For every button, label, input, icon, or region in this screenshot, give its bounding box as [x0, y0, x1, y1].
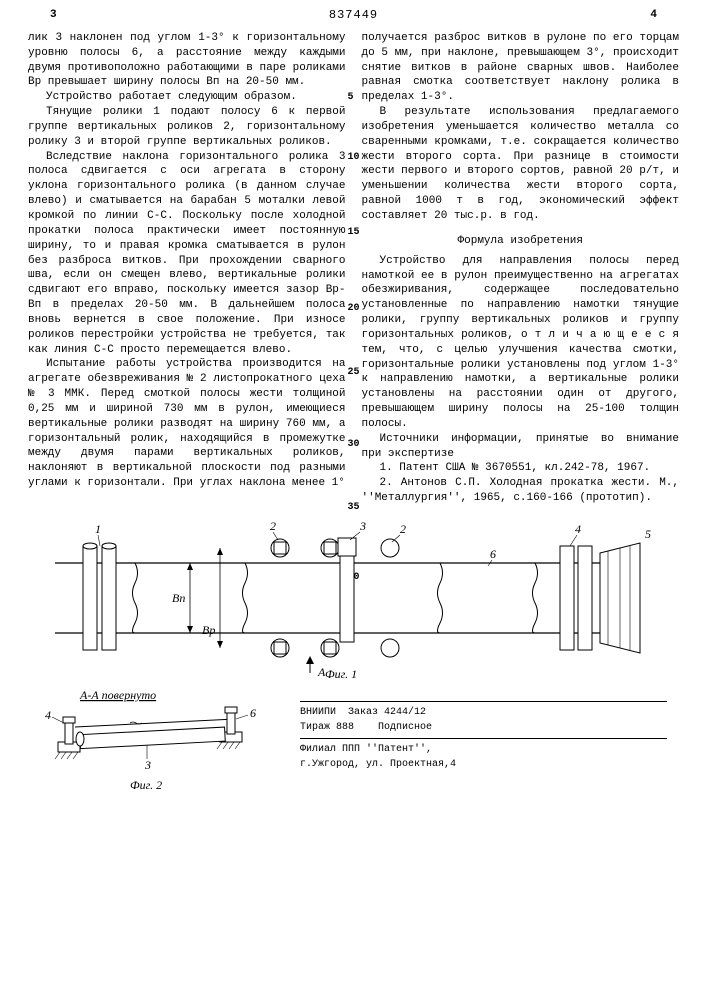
paragraph: Испытание работы устройства производится… — [28, 357, 346, 491]
formula-title: Формула изобретения — [362, 234, 680, 249]
paragraph: Тянущие ролики 1 подают полосу 6 к перво… — [28, 105, 346, 150]
paragraph: лик 3 наклонен под углом 1-3° к горизонт… — [28, 31, 346, 90]
footer-line-1: ВНИИПИ Заказ 4244/12 — [300, 705, 667, 720]
line-marker: 20 — [348, 302, 360, 316]
fig-label: 3 — [144, 758, 151, 772]
fig-label: 2 — [270, 519, 276, 533]
fig-label: 1 — [95, 522, 101, 536]
paragraph: Устройство работает следующим образом. — [28, 90, 346, 105]
page-number-left: 3 — [50, 8, 57, 23]
line-marker: 15 — [348, 226, 360, 240]
fig-label: 2 — [400, 522, 406, 536]
source-item: 2. Антонов С.П. Холодная прокатка жести.… — [362, 476, 680, 506]
footer-line-2: Тираж 888 Подписное — [300, 720, 667, 735]
section-title: А-А повернуто — [79, 688, 156, 702]
figure-2: А-А повернуто — [40, 687, 270, 797]
line-marker: 35 — [348, 501, 360, 515]
line-marker: 10 — [348, 151, 360, 165]
line-marker: 5 — [348, 91, 354, 105]
text-columns: лик 3 наклонен под углом 1-3° к горизонт… — [0, 27, 707, 506]
left-column: лик 3 наклонен под углом 1-3° к горизонт… — [28, 31, 346, 506]
figures-area: Вп Вр А 1 2 3 2 4 5 6 Фиг. 1 — [0, 506, 707, 797]
patent-number: 837449 — [329, 7, 378, 23]
fig-label: 6 — [250, 706, 256, 720]
footer-line-4: г.Ужгород, ул. Проектная,4 — [300, 757, 667, 772]
paragraph: получается разброс витков в рулоне по ег… — [362, 31, 680, 105]
paragraph: В результате использования предлагаемого… — [362, 105, 680, 224]
source-item: 1. Патент США № 3670551, кл.242-78, 1967… — [362, 461, 680, 476]
fig-label: 4 — [575, 522, 581, 536]
page-number-right: 4 — [650, 8, 657, 23]
figure-caption: Фиг. 1 — [325, 667, 357, 681]
dim-label: Вп — [172, 591, 185, 605]
line-marker: 25 — [348, 366, 360, 380]
footer-block: ВНИИПИ Заказ 4244/12 Тираж 888 Подписное… — [300, 687, 667, 797]
page-header: 3 837449 4 — [0, 0, 707, 27]
line-marker: 30 — [348, 438, 360, 452]
fig-label: 5 — [645, 527, 651, 541]
fig-label: 3 — [359, 519, 366, 533]
right-column: 5 10 15 20 25 30 35 40 получается разбро… — [362, 31, 680, 506]
fig-label: 4 — [45, 708, 51, 722]
footer-line-3: Филиал ППП ''Патент'', — [300, 742, 667, 757]
sources-header: Источники информации, принятые во вниман… — [362, 432, 680, 462]
formula-text: Устройство для направления полосы перед … — [362, 254, 680, 432]
paragraph: Вследствие наклона горизонтального ролик… — [28, 150, 346, 358]
figure-caption: Фиг. 2 — [130, 778, 162, 792]
fig-label: 6 — [490, 547, 496, 561]
dim-label: Вр — [202, 623, 215, 637]
figure-1: Вп Вр А 1 2 3 2 4 5 6 Фиг. 1 — [40, 518, 667, 683]
